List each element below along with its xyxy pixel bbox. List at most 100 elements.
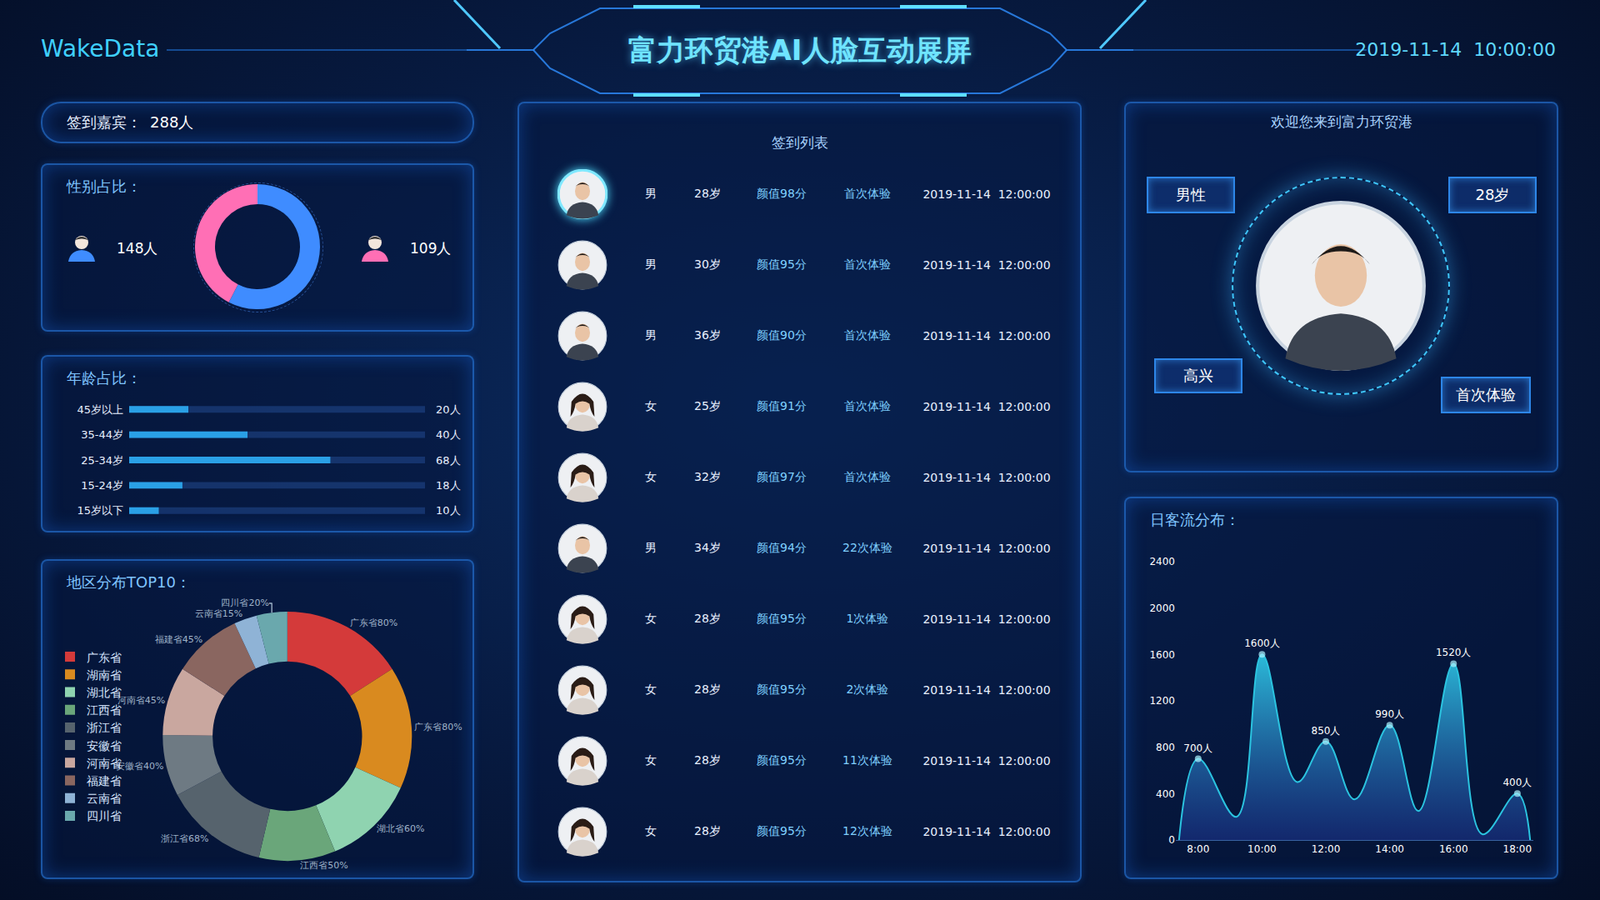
html-text:28岁: 28岁	[694, 753, 721, 767]
html-text:颜值95分: 颜值95分	[756, 611, 807, 625]
svg-text:四川省: 四川省	[86, 809, 122, 823]
svg-text:云南省15%: 云南省15%	[195, 608, 243, 620]
svg-text:45岁以上: 45岁以上	[76, 403, 124, 416]
svg-text:河南省45%: 河南省45%	[117, 695, 165, 706]
svg-text:1200: 1200	[1149, 695, 1175, 707]
html-text:首次体验: 首次体验	[844, 399, 891, 413]
svg-text:1600: 1600	[1149, 649, 1175, 661]
svg-text:16:00: 16:00	[1439, 843, 1469, 855]
svg-text:700人: 700人	[1183, 742, 1213, 755]
html-text:22次体验: 22次体验	[842, 540, 893, 555]
svg-text:浙江省68%: 浙江省68%	[160, 833, 209, 845]
html-text:年龄占比：: 年龄占比：	[66, 369, 142, 387]
html-text:2019-11-14 10:00:00: 2019-11-14 10:00:00	[1355, 39, 1556, 60]
html-text:富力环贸港AI人脸互动展屏: 富力环贸港AI人脸互动展屏	[627, 33, 973, 67]
html-text:288人: 288人	[150, 113, 194, 131]
svg-text:400人: 400人	[1502, 776, 1532, 789]
html-text:28岁: 28岁	[1475, 185, 1510, 204]
html-text:34岁: 34岁	[694, 540, 721, 555]
svg-text:四川省20%: 四川省20%	[220, 597, 269, 609]
svg-text:安徽省40%: 安徽省40%	[115, 760, 164, 772]
svg-text:990人: 990人	[1375, 708, 1405, 720]
html-text:2019-11-14 12:00:00: 2019-11-14 12:00:00	[922, 683, 1051, 697]
svg-text:35-44岁: 35-44岁	[80, 428, 124, 441]
html-text:30岁: 30岁	[694, 257, 721, 271]
html-text:28岁: 28岁	[694, 611, 721, 625]
svg-text:0: 0	[1168, 834, 1175, 846]
svg-text:850人: 850人	[1311, 725, 1341, 737]
html-text:颜值95分: 颜值95分	[756, 257, 807, 271]
svg-text:14:00: 14:00	[1375, 843, 1405, 855]
svg-text:18人: 18人	[435, 479, 461, 492]
svg-text:浙江省: 浙江省	[86, 720, 122, 735]
svg-text:广东省: 广东省	[86, 650, 122, 665]
svg-text:安徽省: 安徽省	[86, 739, 122, 753]
html-text:签到列表: 签到列表	[771, 134, 828, 151]
html-text:WakeData: WakeData	[40, 35, 160, 63]
svg-text:800: 800	[1155, 741, 1175, 754]
svg-text:江西省: 江西省	[86, 703, 122, 717]
svg-text:400: 400	[1155, 788, 1175, 800]
html-text:欢迎您来到富力环贸港: 欢迎您来到富力环贸港	[1270, 113, 1413, 130]
html-text:签到嘉宾：: 签到嘉宾：	[66, 113, 142, 131]
html-text:32岁: 32岁	[694, 470, 721, 484]
svg-text:68人: 68人	[435, 454, 461, 467]
svg-text:福建省45%: 福建省45%	[155, 634, 203, 645]
html-text:2019-11-14 12:00:00: 2019-11-14 12:00:00	[922, 187, 1051, 201]
svg-text:18:00: 18:00	[1503, 843, 1533, 855]
html-text:首次体验: 首次体验	[844, 470, 891, 484]
svg-text:湖北省: 湖北省	[86, 685, 122, 700]
svg-text:15-24岁: 15-24岁	[80, 479, 124, 492]
html-text:颜值94分: 颜值94分	[756, 540, 807, 555]
html-text:36岁: 36岁	[694, 328, 721, 342]
svg-text:福建省: 福建省	[86, 774, 122, 788]
html-text:2019-11-14 12:00:00: 2019-11-14 12:00:00	[922, 400, 1051, 414]
svg-text:广东省80%: 广东省80%	[350, 617, 398, 629]
html-text:1次体验: 1次体验	[846, 611, 889, 625]
html-text:男性: 男性	[1175, 185, 1206, 204]
html-text:颜值90分: 颜值90分	[756, 328, 807, 342]
html-text:2019-11-14 12:00:00: 2019-11-14 12:00:00	[922, 470, 1051, 485]
svg-text:1600人: 1600人	[1244, 637, 1280, 650]
html-text:首次体验: 首次体验	[844, 186, 891, 200]
html-text:2019-11-14 12:00:00: 2019-11-14 12:00:00	[922, 612, 1051, 626]
html-text:109人: 109人	[410, 240, 452, 257]
html-text:2019-11-14 12:00:00: 2019-11-14 12:00:00	[922, 541, 1051, 555]
svg-text:12:00: 12:00	[1311, 843, 1341, 855]
svg-text:40人: 40人	[435, 428, 461, 441]
html-text:地区分布TOP10：: 地区分布TOP10：	[66, 573, 191, 591]
svg-text:1520人: 1520人	[1435, 646, 1472, 659]
svg-text:湖北省60%: 湖北省60%	[376, 823, 425, 835]
html-text:首次体验: 首次体验	[1455, 385, 1516, 404]
html-text:颜值91分: 颜值91分	[756, 399, 807, 413]
html-text:148人: 148人	[116, 240, 158, 257]
html-text:颜值95分: 颜值95分	[756, 682, 807, 696]
html-text:首次体验: 首次体验	[844, 257, 891, 271]
svg-text:2000: 2000	[1149, 602, 1175, 615]
html-text:性别占比：: 性别占比：	[66, 177, 142, 195]
html-text:2019-11-14 12:00:00: 2019-11-14 12:00:00	[922, 329, 1051, 343]
svg-text:云南省: 云南省	[86, 791, 122, 805]
svg-text:江西省50%: 江西省50%	[300, 860, 348, 871]
svg-text:湖南省: 湖南省	[86, 668, 122, 682]
html-text:28岁: 28岁	[694, 186, 721, 200]
html-text:颜值95分: 颜值95分	[756, 753, 807, 767]
html-text:2次体验: 2次体验	[846, 682, 889, 696]
html-text:2019-11-14 12:00:00: 2019-11-14 12:00:00	[922, 258, 1051, 272]
svg-text:20人: 20人	[435, 403, 461, 416]
svg-text:2400: 2400	[1149, 555, 1175, 568]
html-text:高兴: 高兴	[1183, 366, 1214, 385]
html-text:日客流分布：: 日客流分布：	[1150, 510, 1240, 529]
svg-text:河南省: 河南省	[86, 756, 122, 770]
svg-text:10:00: 10:00	[1247, 843, 1277, 855]
html-text:25岁: 25岁	[694, 399, 721, 413]
svg-text:15岁以下: 15岁以下	[76, 504, 124, 517]
svg-text:广东省80%: 广东省80%	[414, 721, 462, 733]
html-text:首次体验: 首次体验	[844, 328, 891, 342]
html-text:28岁: 28岁	[694, 682, 721, 696]
svg-text:10人: 10人	[435, 504, 461, 517]
svg-text:8:00: 8:00	[1186, 843, 1210, 855]
html-text:颜值97分: 颜值97分	[756, 470, 807, 484]
html-text:颜值98分: 颜值98分	[756, 186, 807, 200]
svg-text:25-34岁: 25-34岁	[80, 454, 124, 467]
